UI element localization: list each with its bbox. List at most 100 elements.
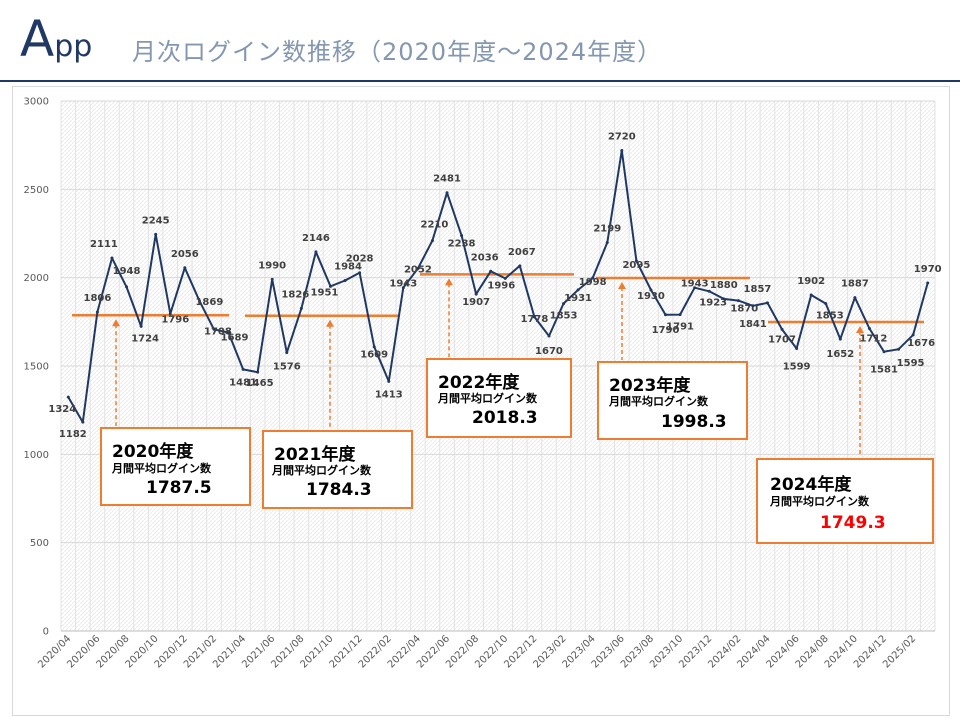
data-label: 1182 xyxy=(59,429,87,440)
data-point xyxy=(664,313,668,317)
fy2023-average-box: 2023年度 月間平均ログイン数 1998.3 xyxy=(597,361,748,440)
data-label: 2210 xyxy=(421,220,449,231)
data-point xyxy=(693,286,697,290)
data-label: 1413 xyxy=(375,389,403,400)
data-label: 1951 xyxy=(311,287,339,298)
y-tick-label: 500 xyxy=(30,538,49,549)
data-point xyxy=(678,313,682,317)
box-value: 2018.3 xyxy=(472,408,538,428)
data-point xyxy=(372,345,376,349)
data-point xyxy=(562,302,566,306)
data-point xyxy=(867,327,871,331)
data-point xyxy=(882,350,886,354)
data-point xyxy=(722,297,726,301)
data-label: 1902 xyxy=(797,276,825,287)
y-tick-label: 2000 xyxy=(24,273,49,284)
data-point xyxy=(620,148,624,152)
data-point xyxy=(838,337,842,341)
box-year: 2021年度 xyxy=(274,445,356,465)
data-point xyxy=(503,276,507,280)
data-point xyxy=(227,331,231,335)
logo-suffix: pp xyxy=(54,29,93,64)
y-tick-label: 1000 xyxy=(24,450,49,461)
y-tick-label: 2500 xyxy=(24,185,49,196)
data-label: 1707 xyxy=(768,334,796,345)
data-point xyxy=(66,395,70,399)
data-label: 1930 xyxy=(637,291,665,302)
data-label: 1923 xyxy=(699,297,727,308)
data-label: 1869 xyxy=(195,297,223,308)
fy2021-average-box: 2021年度 月間平均ログイン数 1784.3 xyxy=(262,430,413,509)
box-caption: 月間平均ログイン数 xyxy=(272,464,371,477)
data-point xyxy=(780,327,784,331)
data-point xyxy=(591,276,595,280)
data-point xyxy=(416,266,420,270)
data-point xyxy=(460,234,464,238)
data-point xyxy=(212,327,216,331)
data-point xyxy=(897,347,901,351)
arrow-head xyxy=(618,281,626,289)
data-point xyxy=(853,296,857,300)
data-point xyxy=(751,304,755,308)
data-point xyxy=(256,370,260,374)
fy2020-average-box: 2020年度 月間平均ログイン数 1787.5 xyxy=(100,427,251,506)
data-label: 1609 xyxy=(360,350,388,361)
data-label: 1984 xyxy=(334,261,362,272)
data-point xyxy=(926,281,930,285)
y-tick-label: 3000 xyxy=(24,97,49,108)
data-label: 1990 xyxy=(258,260,286,271)
data-label: 1998 xyxy=(579,277,607,288)
data-label: 2036 xyxy=(471,252,499,263)
data-label: 2056 xyxy=(171,249,199,260)
data-label: 1576 xyxy=(273,362,301,373)
data-label: 2720 xyxy=(608,131,636,142)
data-label: 1581 xyxy=(870,365,898,376)
data-label: 1826 xyxy=(281,289,309,300)
data-label: 1791 xyxy=(666,322,694,333)
data-point xyxy=(81,420,85,424)
series-line xyxy=(67,149,929,424)
data-point xyxy=(809,293,813,297)
data-point xyxy=(547,334,551,338)
data-label: 1853 xyxy=(550,311,578,322)
data-label: 1778 xyxy=(520,314,548,325)
data-label: 1996 xyxy=(487,280,515,291)
box-value: 1749.3 xyxy=(820,513,886,533)
data-point xyxy=(183,266,187,270)
data-point xyxy=(824,302,828,306)
data-label: 2095 xyxy=(622,260,650,271)
data-point xyxy=(241,367,245,371)
data-point xyxy=(197,299,201,303)
box-caption: 月間平均ログイン数 xyxy=(438,392,537,405)
box-year: 2022年度 xyxy=(438,373,520,393)
data-point xyxy=(387,379,391,383)
data-point xyxy=(139,324,143,328)
data-point xyxy=(489,269,493,273)
data-label: 2067 xyxy=(508,247,536,258)
box-year: 2023年度 xyxy=(609,376,691,396)
data-point xyxy=(328,284,332,288)
data-label: 1870 xyxy=(730,304,758,315)
data-point xyxy=(270,277,274,281)
data-label: 1907 xyxy=(462,297,490,308)
data-point xyxy=(649,288,653,292)
box-year: 2020年度 xyxy=(112,442,194,462)
logo-letter: A xyxy=(20,10,54,68)
data-label: 2146 xyxy=(302,233,330,244)
box-year: 2024年度 xyxy=(770,475,852,495)
box-value: 1998.3 xyxy=(661,412,727,432)
data-point xyxy=(314,250,318,254)
data-label: 2238 xyxy=(448,239,476,250)
data-point xyxy=(95,310,99,314)
data-point xyxy=(911,333,915,337)
data-label: 1324 xyxy=(48,404,76,415)
data-point xyxy=(168,312,172,316)
data-label: 1970 xyxy=(914,264,942,275)
data-point xyxy=(110,256,114,260)
box-caption: 月間平均ログイン数 xyxy=(770,495,869,508)
box-caption: 月間平均ログイン数 xyxy=(609,395,708,408)
data-point xyxy=(795,347,799,351)
data-point xyxy=(343,278,347,282)
data-label: 1948 xyxy=(113,266,141,277)
data-label: 1880 xyxy=(710,280,738,291)
